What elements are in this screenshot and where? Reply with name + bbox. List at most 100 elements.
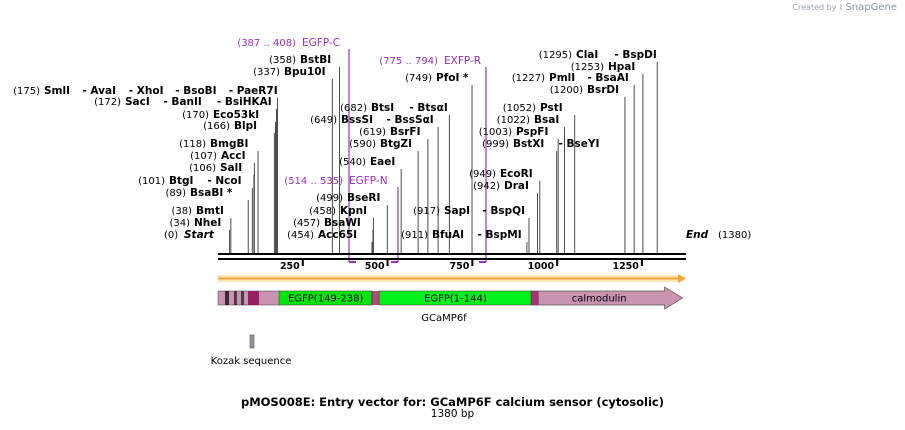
site-bsabi[interactable]: (89) BsaBI *: [165, 187, 232, 199]
site-bmti[interactable]: (38) BmtI: [171, 205, 223, 217]
site-name: BssSI: [341, 114, 373, 126]
site-btsi[interactable]: (682) BtsI - BtsαI: [340, 102, 448, 114]
primer-egfp-c[interactable]: (387 .. 408) EGFP-C: [237, 37, 340, 49]
site-sep: -: [82, 85, 86, 97]
orf-arrow: [218, 274, 686, 283]
site-position: (1295): [539, 50, 572, 61]
site-bstbi[interactable]: (358) BstBI: [269, 54, 331, 66]
site-position: (454): [287, 230, 314, 241]
feature-label: calmodulin: [572, 294, 627, 305]
primer-position: (775 .. 794): [379, 56, 438, 67]
site-position: (38): [171, 206, 192, 217]
site-name: NcoI: [215, 175, 241, 187]
site-saci[interactable]: (172) SacI - BanII - BsiHKAI: [94, 96, 272, 108]
site-name: PstI: [540, 102, 563, 114]
site-position: (101): [138, 176, 165, 187]
feature-linker-5prime: [248, 291, 259, 305]
site-sep: -: [129, 85, 133, 97]
site-acci[interactable]: (107) AccI: [190, 150, 245, 162]
site-bsawi[interactable]: (457) BsaWI: [293, 217, 361, 229]
site-name: BanII: [171, 96, 201, 108]
site-name: PfoI *: [436, 72, 469, 84]
site-sapi[interactable]: (917) SapI - BspQI: [413, 205, 525, 217]
ruler-tick-label: 500: [365, 261, 385, 272]
site-bsssi[interactable]: (649) BssSI - BssSαI: [310, 114, 434, 126]
site-btgi[interactable]: (101) BtgI - NcoI: [138, 175, 241, 187]
feature-bar: EGFP(149-238) EGFP(1-144) calmodulin: [217, 286, 684, 310]
site-clai[interactable]: (1295) ClaI - BspDI: [539, 49, 657, 61]
snapgene-logo-icon: ⌇: [838, 3, 843, 12]
site-blpi[interactable]: (166) BlpI: [203, 120, 257, 132]
site-name: Acc65I: [318, 229, 357, 241]
site-position: (917): [413, 206, 440, 217]
primer-name: EGFP-C: [302, 37, 340, 49]
primers: (387 .. 408) EGFP-C (775 .. 794) EXFP-R (514…: [237, 37, 487, 263]
primer-name: EXFP-R: [444, 55, 481, 67]
site-name: BsaAI: [595, 72, 628, 84]
site-eco53ki[interactable]: (170) Eco53kI: [182, 109, 259, 121]
site-sep: -: [559, 138, 563, 150]
primer-egfp-n[interactable]: (514 .. 535) EGFP-N: [284, 175, 387, 187]
end-label: End: [686, 229, 709, 241]
site-position: (949): [469, 169, 496, 180]
site-name: HpaI: [608, 61, 635, 73]
site-bsrfi[interactable]: (619) BsrFI: [359, 126, 420, 138]
credit-prefix: Created by: [792, 3, 837, 12]
site-position: (911): [401, 230, 428, 241]
site-position: (1003): [479, 127, 512, 138]
site-name: BlpI: [234, 120, 257, 132]
site-position: (649): [310, 115, 337, 126]
site-smli[interactable]: (175) SmlI - AvaI - XhoI - BsoBI - PaeR7I: [13, 85, 278, 97]
primer-position: (514 .. 535): [284, 176, 343, 187]
site-bseri[interactable]: (499) BseRI: [316, 192, 380, 204]
site-position: (34): [169, 218, 190, 229]
feature-linker: [530, 291, 539, 305]
site-name: PmlI: [549, 72, 575, 84]
site-drai[interactable]: (942) DraI: [473, 180, 529, 192]
site-pspfi[interactable]: (1003) PspFI: [479, 126, 549, 138]
site-kpni[interactable]: (458) KpnI: [309, 205, 367, 217]
site-name: EcoRI: [500, 168, 533, 180]
site-position: (106): [189, 163, 216, 174]
site-sep: -: [387, 114, 391, 126]
primer-name: EGFP-N: [349, 175, 388, 187]
site-name: BspDI: [622, 49, 656, 61]
site-psti[interactable]: (1052) PstI: [503, 102, 563, 114]
site-position: (540): [339, 157, 366, 168]
feature-stripe: [225, 291, 229, 305]
site-position: (172): [94, 97, 121, 108]
site-ecori[interactable]: (949) EcoRI: [469, 168, 533, 180]
cut-site-lines: [229, 62, 658, 254]
primer-exfp-r[interactable]: (775 .. 794) EXFP-R: [379, 55, 481, 67]
site-name: BmtI: [196, 205, 224, 217]
site-bsrdi[interactable]: (1200) BsrDI: [550, 84, 619, 96]
site-bfuai[interactable]: (911) BfuAI - BspMI: [401, 229, 522, 241]
site-pfoi[interactable]: (749) PfoI *: [405, 72, 469, 84]
site-eaei[interactable]: (540) EaeI: [339, 156, 395, 168]
site-hpai[interactable]: (1253) HpaI: [571, 61, 636, 73]
site-bpu10i[interactable]: (337) Bpu10I: [253, 66, 325, 78]
site-name: SalI: [220, 162, 242, 174]
site-bmgbi[interactable]: (118) BmgBI: [179, 138, 248, 150]
site-position: (1253): [571, 62, 604, 73]
site-name: Eco53kI: [213, 109, 259, 121]
feature-calmodulin[interactable]: [531, 286, 684, 310]
site-position: (499): [316, 193, 343, 204]
kozak-marker: [249, 334, 255, 349]
site-bsai[interactable]: (1022) BsaI: [497, 114, 560, 126]
site-nhei[interactable]: (34) NheI: [169, 217, 221, 229]
site-pmli[interactable]: (1227) PmlI - BsaAI: [512, 72, 629, 84]
site-name: XhoI: [137, 85, 164, 97]
site-name: BsaWI: [324, 217, 361, 229]
site-labels: (175) SmlI - AvaI - XhoI - BsoBI - PaeR7I(172) Sac…: [13, 49, 657, 241]
site-position: (749): [405, 73, 432, 84]
kozak-label: Kozak sequence: [211, 356, 292, 367]
site-acc65i[interactable]: (454) Acc65I: [287, 229, 357, 241]
site-bstxi[interactable]: (999) BstXI - BseYI: [482, 138, 599, 150]
start-pos: (0): [164, 230, 178, 241]
site-sep: -: [217, 96, 221, 108]
site-btgzi[interactable]: (590) BtgZI: [349, 138, 412, 150]
site-name: PspFI: [516, 126, 548, 138]
site-sali[interactable]: (106) SalI: [189, 162, 242, 174]
site-name: DraI: [504, 180, 529, 192]
